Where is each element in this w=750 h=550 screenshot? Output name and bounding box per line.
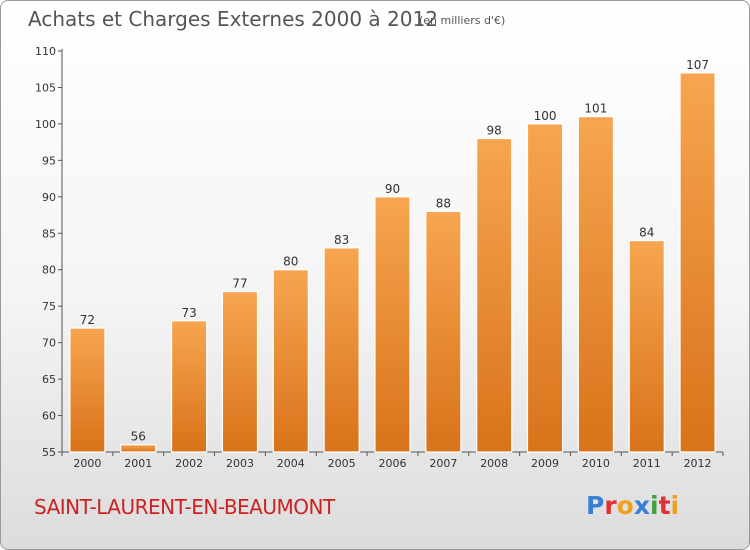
x-tick-label: 2009 — [531, 457, 559, 470]
x-tick-label: 2010 — [582, 457, 610, 470]
bar-2002 — [170, 320, 208, 453]
x-tick-label: 2002 — [175, 457, 203, 470]
bar-2012 — [679, 72, 716, 453]
x-tick-label: 2012 — [684, 457, 712, 470]
data-label-2012: 107 — [686, 58, 709, 72]
y-tick-label: 60 — [42, 410, 56, 423]
chart-title: Achats et Charges Externes 2000 à 2012 — [28, 7, 438, 31]
x-tick-label: 2008 — [480, 457, 508, 470]
y-tick-label: 90 — [42, 191, 56, 204]
data-label-2002: 73 — [181, 306, 196, 320]
data-label-2003: 77 — [232, 277, 247, 291]
bar-2003 — [221, 291, 259, 453]
x-tick-label: 2000 — [73, 457, 101, 470]
data-label-2004: 80 — [283, 255, 298, 269]
commune-name: SAINT-LAURENT-EN-BEAUMONT — [34, 495, 335, 519]
y-tick-label: 80 — [42, 264, 56, 277]
brand-letter: r — [604, 491, 617, 520]
data-label-2010: 101 — [584, 102, 607, 116]
bars: 72 56 73 77 80 83 90 88 98 100 101 84 107 — [69, 58, 716, 453]
x-tick-label: 2005 — [328, 457, 356, 470]
bar-2006 — [374, 196, 411, 453]
bar-2009 — [526, 123, 564, 453]
data-label-2007: 88 — [436, 196, 451, 210]
data-label-2000: 72 — [80, 313, 95, 327]
data-label-2009: 100 — [534, 109, 557, 123]
bar-2010 — [577, 116, 615, 453]
x-tick-label: 2001 — [124, 457, 152, 470]
y-tick-label: 105 — [35, 81, 56, 94]
x-tick-label: 2003 — [226, 457, 254, 470]
bar-2004 — [272, 269, 309, 453]
y-tick-label: 70 — [42, 337, 56, 350]
bar-2005 — [323, 247, 360, 453]
y-tick-label: 65 — [42, 373, 56, 386]
brand-letter: P — [586, 491, 605, 520]
bar-2001 — [120, 444, 157, 453]
brand-letter: o — [616, 491, 634, 520]
y-tick-label: 110 — [35, 45, 56, 58]
brand-letter: i — [670, 491, 680, 520]
x-tick-label: 2011 — [633, 457, 661, 470]
bar-2007 — [425, 210, 462, 453]
data-label-2008: 98 — [487, 123, 502, 137]
axes: 55 60 65 70 75 80 85 90 95 100 105 110 2000 2001 2002 2… — [35, 45, 724, 470]
data-label-2005: 83 — [334, 233, 349, 247]
brand-letter: i — [650, 491, 659, 520]
brand-letter: x — [633, 491, 650, 520]
y-tick-label: 75 — [42, 300, 56, 313]
bar-2008 — [476, 137, 513, 453]
y-tick-label: 100 — [35, 118, 56, 131]
chart-unit: (en milliers d'€) — [419, 14, 506, 27]
x-tick-label: 2004 — [277, 457, 305, 470]
data-label-2006: 90 — [385, 182, 400, 196]
bar-2000 — [69, 327, 106, 453]
data-label-2011: 84 — [639, 226, 654, 240]
y-tick-label: 55 — [42, 446, 56, 459]
brand-logo[interactable]: Proxiti — [586, 491, 679, 520]
y-tick-label: 85 — [42, 227, 56, 240]
x-tick-label: 2006 — [379, 457, 407, 470]
x-tick-label: 2007 — [429, 457, 457, 470]
brand-letter: t — [658, 491, 671, 520]
data-label-2001: 56 — [131, 430, 146, 444]
bar-2011 — [628, 239, 665, 453]
y-tick-label: 95 — [42, 154, 56, 167]
